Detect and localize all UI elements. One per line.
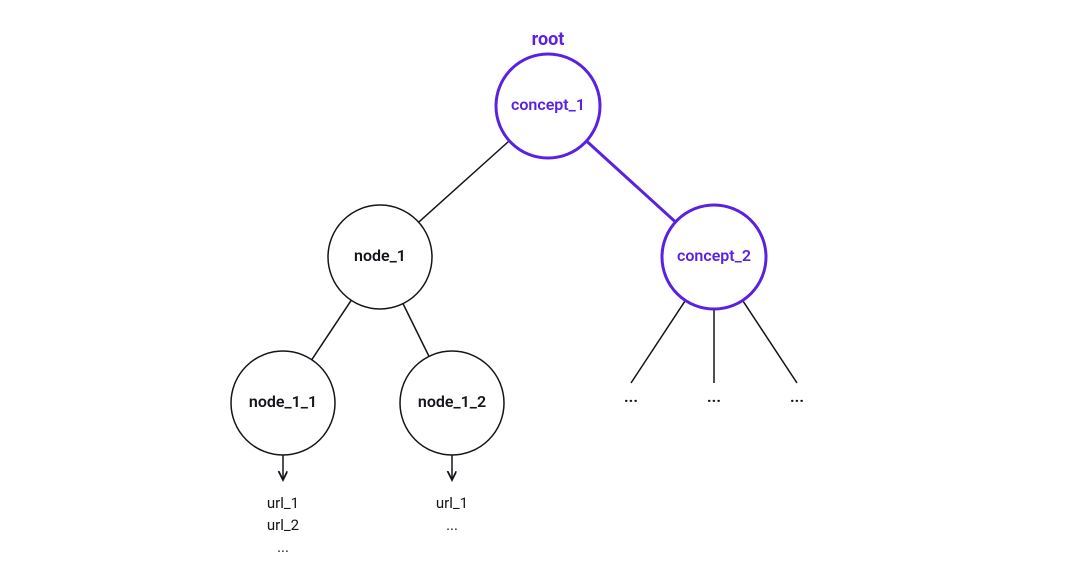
leaf-text: ...: [277, 538, 289, 556]
tree-edge: [586, 141, 675, 222]
tree-fan-edge: [631, 300, 685, 383]
tree-node-label: node_1: [354, 246, 406, 265]
tree-edge: [419, 141, 510, 222]
tree-node-label: node_1_1: [249, 392, 317, 411]
tree-node-label: concept_1: [511, 95, 585, 114]
tree-edge: [312, 300, 351, 359]
tree-fan-edge: [743, 300, 797, 383]
ellipsis: ...: [790, 387, 804, 406]
leaf-text: url_1: [267, 494, 299, 512]
ellipsis: ...: [624, 387, 638, 406]
tree-node-label: concept_2: [677, 246, 751, 265]
leaf-text: url_2: [267, 516, 299, 534]
tree-node-label: node_1_2: [418, 392, 486, 411]
leaf-text: url_1: [436, 494, 468, 512]
leaf-text: ...: [446, 516, 458, 534]
ellipsis: ...: [707, 387, 721, 406]
tree-diagram: ......... url_1 url_2... url_1... concept_1n…: [0, 0, 1080, 581]
root-label: root: [532, 29, 565, 50]
tree-edge: [403, 304, 429, 357]
